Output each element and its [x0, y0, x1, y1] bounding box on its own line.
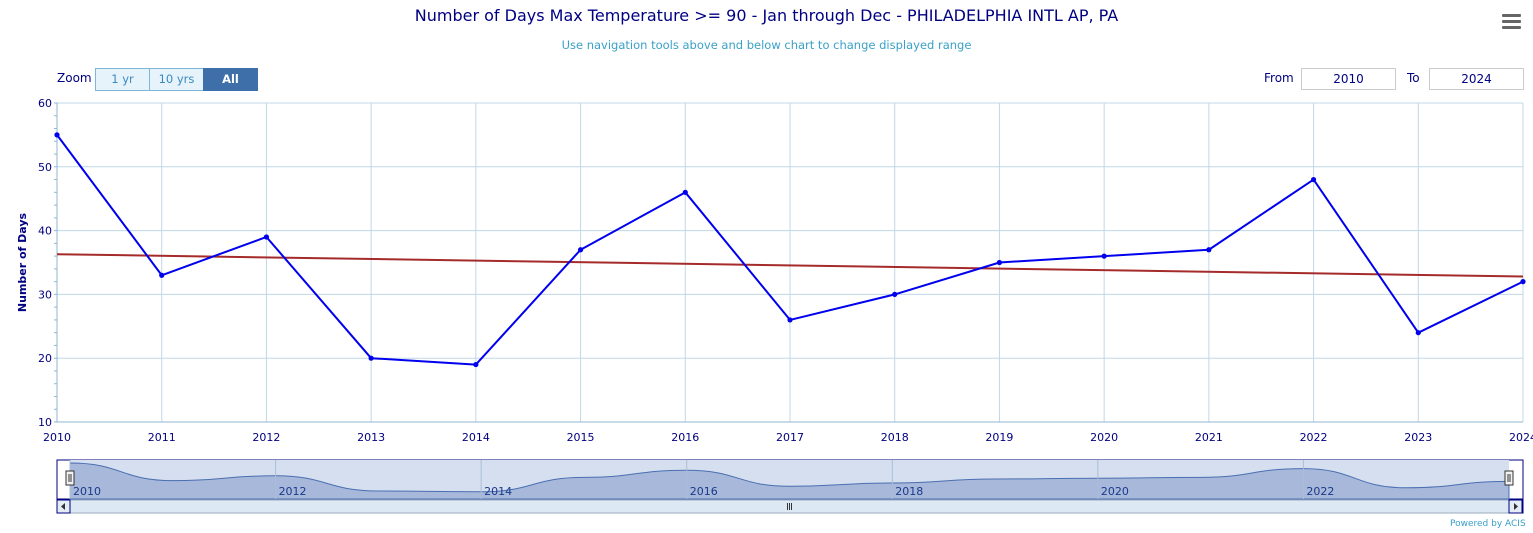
- handle-body: [1504, 470, 1514, 486]
- handle-body: [65, 470, 75, 486]
- to-date-input[interactable]: [1429, 68, 1524, 90]
- navigator-tick-label: 2016: [690, 485, 718, 498]
- data-point: [368, 355, 374, 361]
- from-date-input[interactable]: [1301, 68, 1396, 90]
- scrollbar-left-button: [56, 499, 71, 514]
- navigator-scrollbar[interactable]: [56, 499, 1524, 514]
- x-tick-label: 2013: [357, 431, 385, 444]
- x-tick-label: 2023: [1404, 431, 1432, 444]
- y-tick-label: 60: [38, 97, 52, 110]
- x-tick-label: 2017: [776, 431, 804, 444]
- to-label: To: [1407, 71, 1420, 85]
- scrollbar-track: [56, 499, 1524, 514]
- x-tick-label: 2021: [1195, 431, 1223, 444]
- navigator-left-handle[interactable]: [65, 470, 75, 486]
- navigator-area: [69, 462, 1510, 500]
- navigator-tick-label: 2010: [73, 485, 101, 498]
- data-point: [682, 189, 688, 195]
- hamburger-menu-icon[interactable]: [1502, 14, 1521, 30]
- navigator-tick-label: 2018: [895, 485, 923, 498]
- chart-title: Number of Days Max Temperature >= 90 - J…: [414, 6, 1119, 25]
- trend-line: [56, 253, 1524, 278]
- navigator-tick-label: 2014: [484, 485, 512, 498]
- data-point: [263, 234, 270, 240]
- data-point: [1101, 253, 1107, 259]
- data-point: [892, 291, 898, 297]
- x-tick-label: 2011: [148, 431, 176, 444]
- x-tick-label: 2019: [985, 431, 1013, 444]
- data-point: [473, 361, 479, 368]
- x-tick-label: 2024: [1509, 431, 1533, 444]
- x-tick-label: 2022: [1300, 431, 1328, 444]
- scroll-right-arrow-icon: [1514, 503, 1518, 510]
- zoom-1yr-button[interactable]: 1 yr: [95, 68, 150, 91]
- y-tick-label: 40: [38, 225, 52, 238]
- credit-link[interactable]: Powered by ACIS: [1450, 519, 1526, 529]
- y-tick-label: 10: [38, 416, 52, 429]
- data-point: [159, 272, 165, 278]
- x-tick-label: 2020: [1090, 431, 1118, 444]
- data-point: [1520, 279, 1526, 285]
- navigator-tick-label: 2022: [1306, 485, 1334, 498]
- data-point: [1310, 176, 1317, 183]
- navigator-tick-label: 2020: [1101, 485, 1129, 498]
- scrollbar-right-button: [1508, 499, 1523, 514]
- zoom-10yrs-button[interactable]: 10 yrs: [149, 68, 204, 91]
- scroll-left-arrow-icon: [61, 503, 65, 510]
- scrollbar-thumb: [69, 499, 1510, 514]
- x-tick-label: 2018: [881, 431, 909, 444]
- data-point: [1415, 330, 1421, 336]
- x-tick-label: 2012: [252, 431, 280, 444]
- y-axis-title: Number of Days: [16, 212, 29, 312]
- data-point: [1206, 247, 1212, 253]
- x-tick-label: 2010: [43, 431, 71, 444]
- zoom-label: Zoom: [57, 71, 92, 85]
- x-tick-label: 2016: [671, 431, 699, 444]
- y-tick-label: 20: [38, 352, 52, 365]
- x-tick-label: 2014: [462, 431, 490, 444]
- zoom-all-button[interactable]: All: [203, 68, 258, 91]
- y-tick-label: 30: [38, 288, 52, 301]
- from-label: From: [1264, 71, 1294, 85]
- data-point: [577, 247, 584, 253]
- data-point: [996, 259, 1003, 266]
- chart-subtitle: Use navigation tools above and below cha…: [561, 38, 972, 52]
- navigator-tick-label: 2012: [279, 485, 307, 498]
- navigator-frame: [56, 459, 1524, 500]
- data-point: [787, 317, 793, 323]
- series-line: [56, 134, 1524, 366]
- y-tick-label: 50: [38, 161, 52, 174]
- navigator-selection: [70, 460, 1509, 499]
- navigator-right-handle[interactable]: [1504, 470, 1514, 486]
- data-point: [54, 132, 60, 138]
- x-tick-label: 2015: [567, 431, 595, 444]
